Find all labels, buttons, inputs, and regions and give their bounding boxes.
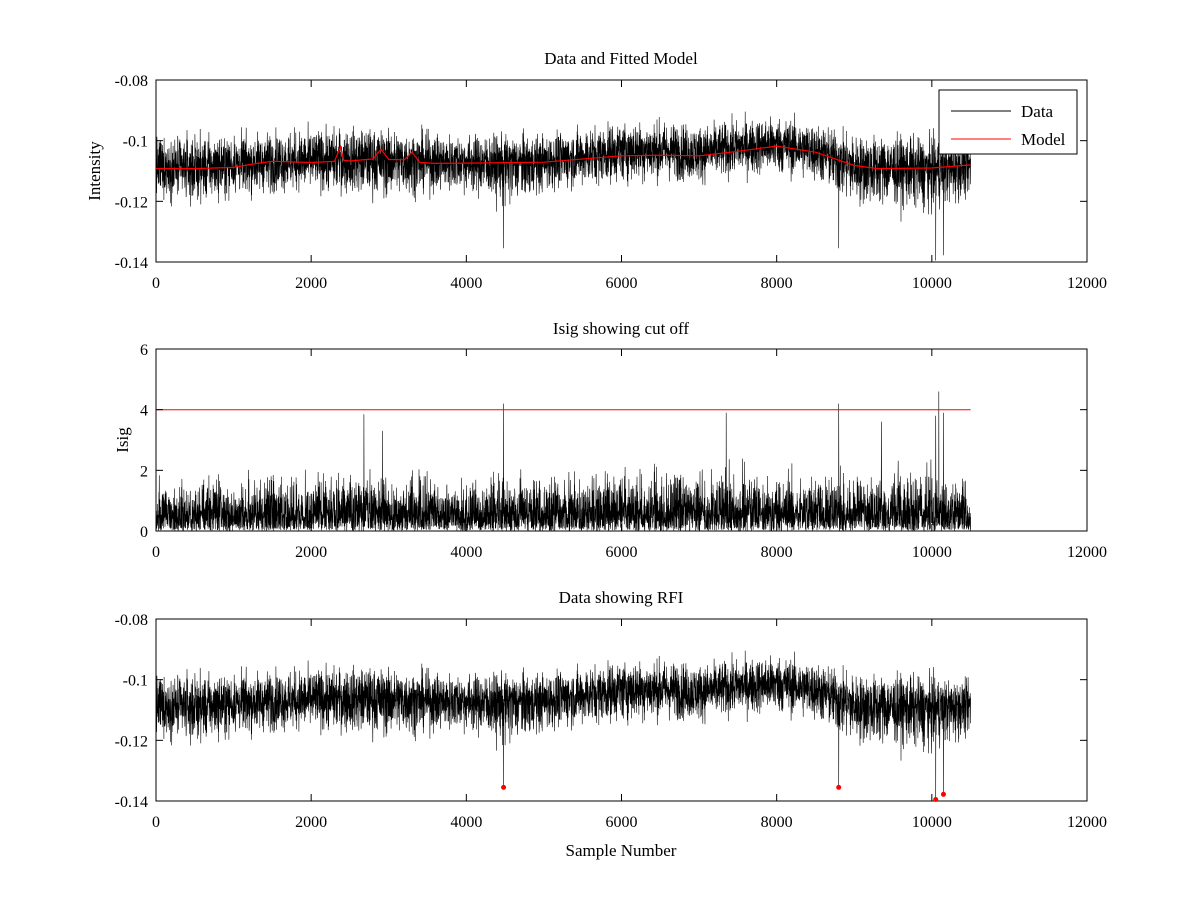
y-tick-label: -0.1 [123,134,148,151]
y-tick-label: 4 [140,403,148,420]
panel-1-ylabel: Intensity [85,141,104,201]
panel-2-ticks: 0 2000 4000 6000 8000 10000 12000 0 2 4 6 [140,342,1107,561]
y-tick-label: -0.14 [115,794,148,811]
x-tick-label: 12000 [1067,814,1107,831]
y-tick-label: -0.14 [115,255,148,272]
series-isig-line [155,391,971,532]
x-tick-label: 10000 [912,814,952,831]
panel-3-ticks: 0 2000 4000 6000 8000 10000 12000 -0.08 -0.1 -0.1… [115,612,1107,831]
y-tick-label: -0.12 [115,733,148,750]
panel-rfi: Data showing RFI Sample Number 0 2000 4000… [115,588,1107,860]
rfi-point [940,791,946,797]
y-tick-label: -0.1 [123,673,148,690]
x-tick-label: 12000 [1067,275,1107,292]
panel-data-and-model: Data and Fitted Model Intensity 0 2000 400… [85,49,1107,292]
series-model-line [156,144,971,170]
rfi-point [933,796,939,802]
panel-3-title: Data showing RFI [559,588,684,607]
legend-data-label: Data [1021,102,1054,121]
panel-3-xlabel: Sample Number [566,841,677,860]
legend-box [938,89,1078,155]
series-data-line [155,650,971,800]
x-tick-label: 0 [152,275,160,292]
y-tick-label: -0.08 [115,73,148,90]
x-tick-label: 6000 [606,814,638,831]
x-tick-label: 12000 [1067,544,1107,561]
panel-2-ylabel: Isig [113,427,132,453]
legend: Data Model [938,89,1078,155]
rfi-point [501,784,507,790]
x-tick-label: 2000 [295,544,327,561]
x-tick-label: 6000 [606,275,638,292]
x-tick-label: 6000 [606,544,638,561]
y-tick-label: 6 [140,342,148,359]
x-tick-label: 4000 [450,814,482,831]
x-tick-label: 8000 [761,275,793,292]
x-tick-label: 0 [152,544,160,561]
x-tick-label: 2000 [295,814,327,831]
panel-2-title: Isig showing cut off [553,319,689,338]
x-tick-label: 8000 [761,544,793,561]
x-tick-label: 2000 [295,275,327,292]
y-tick-label: -0.08 [115,612,148,629]
panel-isig: Isig showing cut off Isig 0 2000 4000 6000 8… [113,319,1107,561]
y-tick-label: 0 [140,524,148,541]
panel-1-ticks: 0 2000 4000 6000 8000 10000 12000 -0.08 -0.1 -0.1… [115,73,1107,292]
x-tick-label: 0 [152,814,160,831]
legend-model-label: Model [1021,130,1066,149]
x-tick-label: 10000 [912,544,952,561]
y-tick-label: -0.12 [115,194,148,211]
x-tick-label: 10000 [912,275,952,292]
panel-1-title: Data and Fitted Model [544,49,698,68]
x-tick-label: 4000 [450,275,482,292]
rfi-point [836,784,842,790]
x-tick-label: 4000 [450,544,482,561]
x-tick-label: 8000 [761,814,793,831]
y-tick-label: 2 [140,463,148,480]
series-data-line [155,111,971,261]
